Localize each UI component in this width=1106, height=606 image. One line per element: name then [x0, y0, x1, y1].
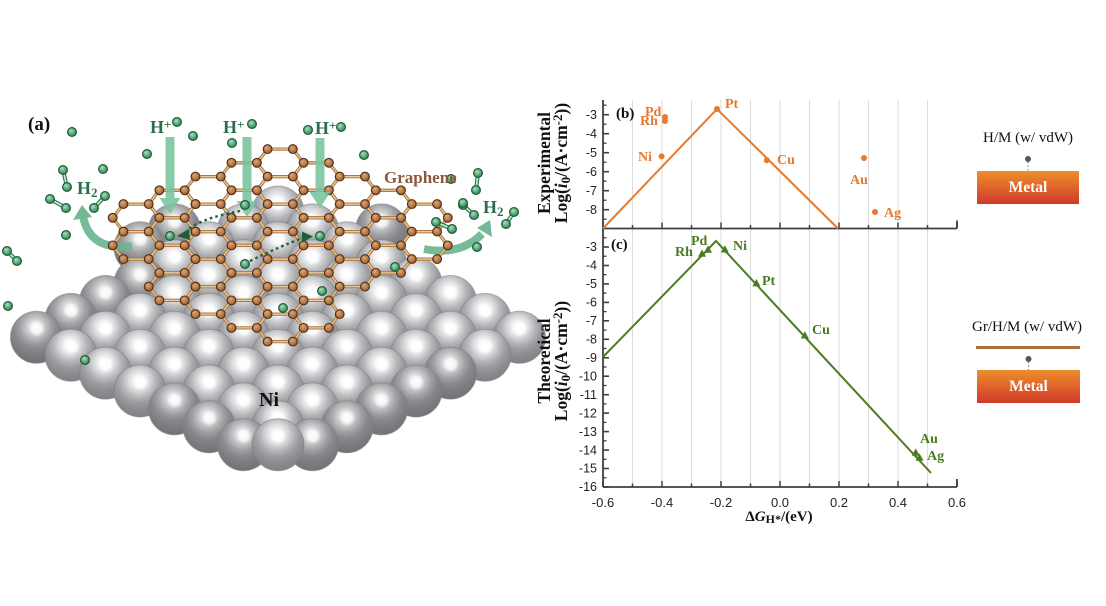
svg-text:0.2: 0.2 [830, 495, 848, 510]
svg-text:-15: -15 [579, 462, 597, 476]
svg-text:Gr/H/M (w/ vdW): Gr/H/M (w/ vdW) [972, 319, 1082, 335]
svg-text:-11: -11 [580, 388, 597, 402]
svg-text:-0.4: -0.4 [651, 495, 673, 510]
svg-text:-8: -8 [586, 333, 597, 347]
svg-text:-0.6: -0.6 [592, 495, 614, 510]
svg-text:-4: -4 [586, 259, 597, 273]
svg-text:-13: -13 [579, 425, 597, 439]
svg-text:-12: -12 [579, 406, 597, 420]
svg-text:Ag: Ag [884, 206, 901, 221]
svg-text:-6: -6 [586, 165, 597, 179]
svg-text:Metal: Metal [1009, 179, 1048, 196]
svg-text:H/M (w/ vdW): H/M (w/ vdW) [983, 130, 1073, 146]
svg-text:-5: -5 [586, 277, 597, 291]
svg-text:Graphene: Graphene [384, 168, 457, 187]
svg-text:-7: -7 [586, 184, 597, 198]
svg-text:0.0: 0.0 [771, 495, 789, 510]
svg-text:-14: -14 [579, 443, 597, 457]
svg-text:Cu: Cu [777, 153, 795, 168]
svg-text:-5: -5 [586, 146, 597, 160]
svg-text:(a): (a) [28, 114, 50, 135]
svg-text:-3: -3 [586, 108, 597, 122]
svg-text:0.4: 0.4 [889, 495, 907, 510]
svg-text:Log(i0/(A·cm-2)): Log(i0/(A·cm-2)) [550, 301, 572, 422]
svg-text:Pd: Pd [645, 105, 662, 120]
svg-text:Ni: Ni [733, 239, 747, 254]
svg-text:H+: H+ [150, 117, 171, 137]
svg-text:-6: -6 [586, 296, 597, 310]
svg-text:Ni: Ni [638, 150, 652, 165]
svg-text:Ni: Ni [259, 389, 279, 411]
svg-text:Rh: Rh [675, 245, 693, 260]
svg-text:Pt: Pt [725, 97, 739, 112]
svg-text:(c): (c) [611, 237, 628, 253]
svg-text:Ag: Ag [927, 449, 944, 464]
svg-text:-16: -16 [579, 480, 597, 494]
svg-text:Theoretical: Theoretical [534, 318, 554, 403]
svg-text:ΔGH*/(eV): ΔGH*/(eV) [745, 509, 812, 526]
svg-text:Au: Au [920, 432, 938, 447]
svg-text:-4: -4 [586, 127, 597, 141]
svg-text:Rh: Rh [640, 114, 658, 129]
svg-text:Au: Au [850, 173, 868, 188]
svg-text:(b): (b) [616, 106, 634, 122]
svg-text:Log(i0/(A·cm-2)): Log(i0/(A·cm-2)) [550, 103, 572, 224]
svg-text:H+: H+ [223, 117, 244, 137]
svg-text:H+: H+ [315, 118, 336, 138]
svg-text:-8: -8 [586, 203, 597, 217]
svg-text:Pd: Pd [691, 234, 708, 249]
svg-text:-9: -9 [586, 351, 597, 365]
svg-text:Metal: Metal [1009, 378, 1048, 395]
svg-text:Experimental: Experimental [534, 112, 554, 214]
svg-text:-3: -3 [586, 240, 597, 254]
svg-text:Pt: Pt [762, 274, 776, 289]
svg-text:0.6: 0.6 [948, 495, 966, 510]
svg-text:-10: -10 [579, 369, 597, 383]
svg-text:-7: -7 [586, 314, 597, 328]
svg-text:Cu: Cu [812, 323, 830, 338]
svg-text:-0.2: -0.2 [710, 495, 732, 510]
